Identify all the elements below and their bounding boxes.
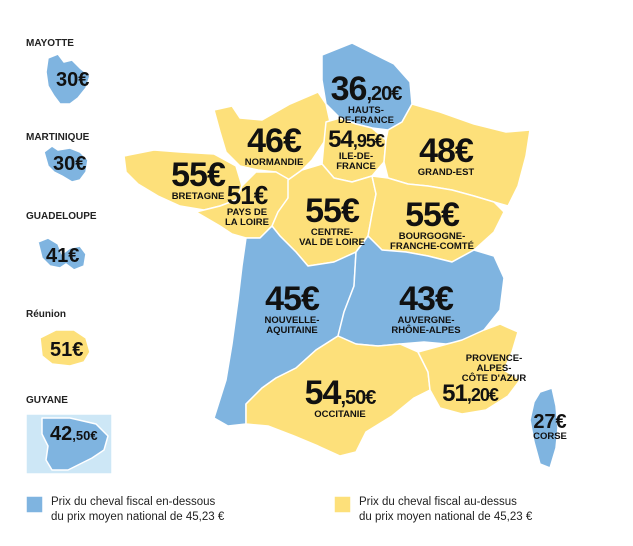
reunion-shape [39,329,91,367]
legend-swatch-below [25,495,44,514]
provence-name-label: PROVENCE- ALPES- CÔTE D'AZUR [456,354,532,384]
legend-text-above: Prix du cheval fiscal au-dessus du prix … [359,496,533,523]
bourgogne-franche-comte-price: 55€ [405,196,460,234]
guadeloupe-shape [37,237,87,271]
guyane-price: 42,50€ [50,423,98,445]
legend-item-above: Prix du cheval fiscal au-dessus du prix … [334,495,532,525]
reunion-title: Réunion [26,309,66,320]
legend-swatch-spacer [334,496,351,513]
region-bourgogne-franche-comte [367,175,505,263]
grand-est-label: 48€ GRAND-EST [406,134,486,178]
normandie-name: NORMANDIE [244,157,304,168]
hauts-de-france-name: HAUTS- DE-FRANCE [338,105,394,126]
corse-name: CORSE [533,431,567,442]
occitanie-price: 54,50€ [304,374,377,412]
reunion-price: 51€ [50,339,84,361]
legend-swatch-above [333,495,352,514]
nouvelle-aquitaine-name: NOUVELLE- AQUITAINE [264,315,320,336]
legend-swatch-spacer [26,496,43,513]
occitanie-label: 54,50€ OCCITANIE [292,376,388,420]
region-normandie [213,91,331,181]
guadeloupe-price: 41€ [46,245,80,267]
martinique-title: MARTINIQUE [26,132,90,143]
grand-est-price: 48€ [419,132,474,170]
bourgogne-franche-comte-label: 55€ BOURGOGNE- FRANCHE-COMTÉ [382,198,482,252]
grand-est-name: GRAND-EST [417,167,475,178]
normandie-price: 46€ [247,122,302,160]
auvergne-rhone-alpes-name: AUVERGNE- RHÔNE-ALPES [391,315,461,336]
bretagne-name: BRETAGNE [171,191,225,202]
guadeloupe-title: GUADELOUPE [26,211,97,222]
bretagne-label: 55€ BRETAGNE [158,158,238,202]
legend-text-below: Prix du cheval fiscal en-dessous du prix… [51,496,225,523]
guyane-title: GUYANE [26,395,68,406]
provence-price: 51,20€ [442,380,499,407]
martinique-shape [43,145,89,183]
centre-val-de-loire-label: 55€ CENTRE- VAL DE LOIRE [290,194,374,248]
provence-name: PROVENCE- ALPES- CÔTE D'AZUR [461,353,527,384]
ile-de-france-price: 54,95€ [328,126,385,153]
guyane-shape [41,417,109,471]
nouvelle-aquitaine-price: 45€ [265,280,320,318]
pays-de-la-loire-name: PAYS DE LA LOIRE [225,207,269,228]
normandie-label: 46€ NORMANDIE [234,124,314,168]
pays-de-la-loire-label: 51€ PAYS DE LA LOIRE [212,182,282,228]
region-corse [529,387,559,469]
bretagne-price: 55€ [171,156,226,194]
hauts-de-france-label: 36,20€ HAUTS- DE-FRANCE [326,72,406,126]
region-provence [417,323,521,415]
auvergne-rhone-alpes-label: 43€ AUVERGNE- RHÔNE-ALPES [378,282,474,336]
martinique-price: 30€ [53,153,87,175]
hauts-de-france-price: 36,20€ [330,70,403,108]
centre-val-de-loire-price: 55€ [305,192,360,230]
mayotte-shape [45,53,91,105]
ile-de-france-label: 54,95€ ILE-DE- FRANCE [318,128,394,172]
corse-label: 27€ CORSE [530,412,570,442]
occitanie-name: OCCITANIE [314,409,366,420]
corse-price: 27€ [533,411,567,433]
pays-de-la-loire-price: 51€ [226,180,268,210]
provence-price-label: 51,20€ [432,382,508,406]
mayotte-title: MAYOTTE [26,38,74,49]
ile-de-france-name: ILE-DE- FRANCE [336,151,376,172]
bourgogne-franche-comte-name: BOURGOGNE- FRANCHE-COMTÉ [390,231,474,252]
auvergne-rhone-alpes-price: 43€ [399,280,454,318]
legend-item-below: Prix du cheval fiscal en-dessous du prix… [26,495,224,525]
centre-val-de-loire-name: CENTRE- VAL DE LOIRE [299,227,365,248]
mayotte-price: 30€ [56,69,90,91]
nouvelle-aquitaine-label: 45€ NOUVELLE- AQUITAINE [250,282,334,336]
region-ile-de-france [321,117,387,183]
